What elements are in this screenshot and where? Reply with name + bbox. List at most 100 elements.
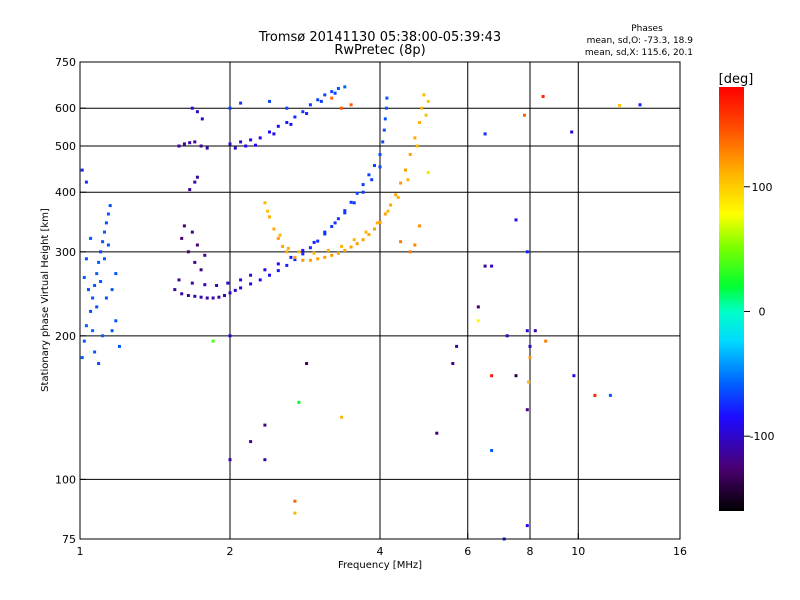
data-point [178,145,181,148]
data-point [427,171,430,174]
data-point [370,178,373,181]
data-point [118,345,121,348]
data-point [203,254,206,257]
data-point [399,240,402,243]
data-point [313,241,316,244]
x-tick-label: 6 [464,545,471,558]
y-axis: 75 100 200 300 400 500 600 750 [55,56,86,546]
data-point [593,394,596,397]
data-point [188,188,191,191]
data-point [385,107,388,110]
x-tick-label: 2 [227,545,234,558]
x-axis-label: Frequency [MHz] [338,560,422,571]
y-tick-label: 200 [55,330,76,343]
data-point [397,196,400,199]
data-point [277,237,280,240]
data-point [409,250,412,253]
data-point [87,288,90,291]
data-point [384,213,387,216]
data-point [239,286,242,289]
data-point [114,319,117,322]
y-tick-label: 750 [55,56,76,69]
data-point [353,238,356,241]
data-point [350,246,353,249]
data-point [187,294,190,297]
data-point [293,512,296,515]
data-point [477,319,480,322]
data-point [249,282,252,285]
data-point [93,351,96,354]
data-point [526,524,529,527]
data-point [383,129,386,132]
data-point [97,261,100,264]
data-point [544,340,547,343]
data-point [293,500,296,503]
data-point [107,213,110,216]
data-point [259,278,262,281]
data-point [93,284,96,287]
data-point [365,231,368,234]
data-point [379,153,382,156]
data-point [268,100,271,103]
colorbar-tick-label: -100 [750,430,775,443]
data-point [337,87,340,90]
data-point [249,440,252,443]
data-point [356,242,359,245]
data-point [343,249,346,252]
data-point [316,257,319,260]
data-point [301,259,304,262]
y-tick-label: 75 [62,533,76,546]
x-tick-label: 4 [377,545,384,558]
data-point [301,110,304,113]
data-point [353,201,356,204]
data-point [297,250,300,253]
data-point [376,221,379,224]
data-point [385,97,388,100]
data-point [285,107,288,110]
y-tick-label: 500 [55,140,76,153]
data-point [542,95,545,98]
data-point [193,261,196,264]
colorbar-label: [deg] [719,72,754,87]
data-point [490,449,493,452]
data-point [234,147,237,150]
data-point [350,103,353,106]
data-point [215,284,218,287]
data-point [309,246,312,249]
data-point [523,114,526,117]
data-point [293,256,296,259]
data-point [289,123,292,126]
data-point [266,210,269,213]
data-point [526,408,529,411]
data-point [239,140,242,143]
data-point [279,234,282,237]
data-point [477,305,480,308]
data-point [289,256,292,259]
data-point [201,117,204,120]
data-point [301,249,304,252]
data-point [529,345,532,348]
data-point [362,191,365,194]
data-point [103,231,106,234]
data-point [263,458,266,461]
chart: Tromsø 20141130 05:38:00-05:39:43 RwPret… [0,0,800,600]
data-point [95,305,98,308]
data-point [83,276,86,279]
data-point [178,278,181,281]
colorbar [719,87,744,511]
data-point [394,193,397,196]
data-point [340,245,343,248]
data-point [196,244,199,247]
data-point [85,257,88,260]
chart-subtitle: RwPretec (8p) [334,43,425,58]
data-point [212,297,215,300]
data-point [229,142,232,145]
data-point [337,217,340,220]
data-point [343,85,346,88]
data-point [287,247,290,250]
data-point [239,278,242,281]
data-point [217,296,220,299]
data-point [285,121,288,124]
y-axis-label: Stationary phase Virtual Height [km] [40,208,51,392]
data-point [526,250,529,253]
